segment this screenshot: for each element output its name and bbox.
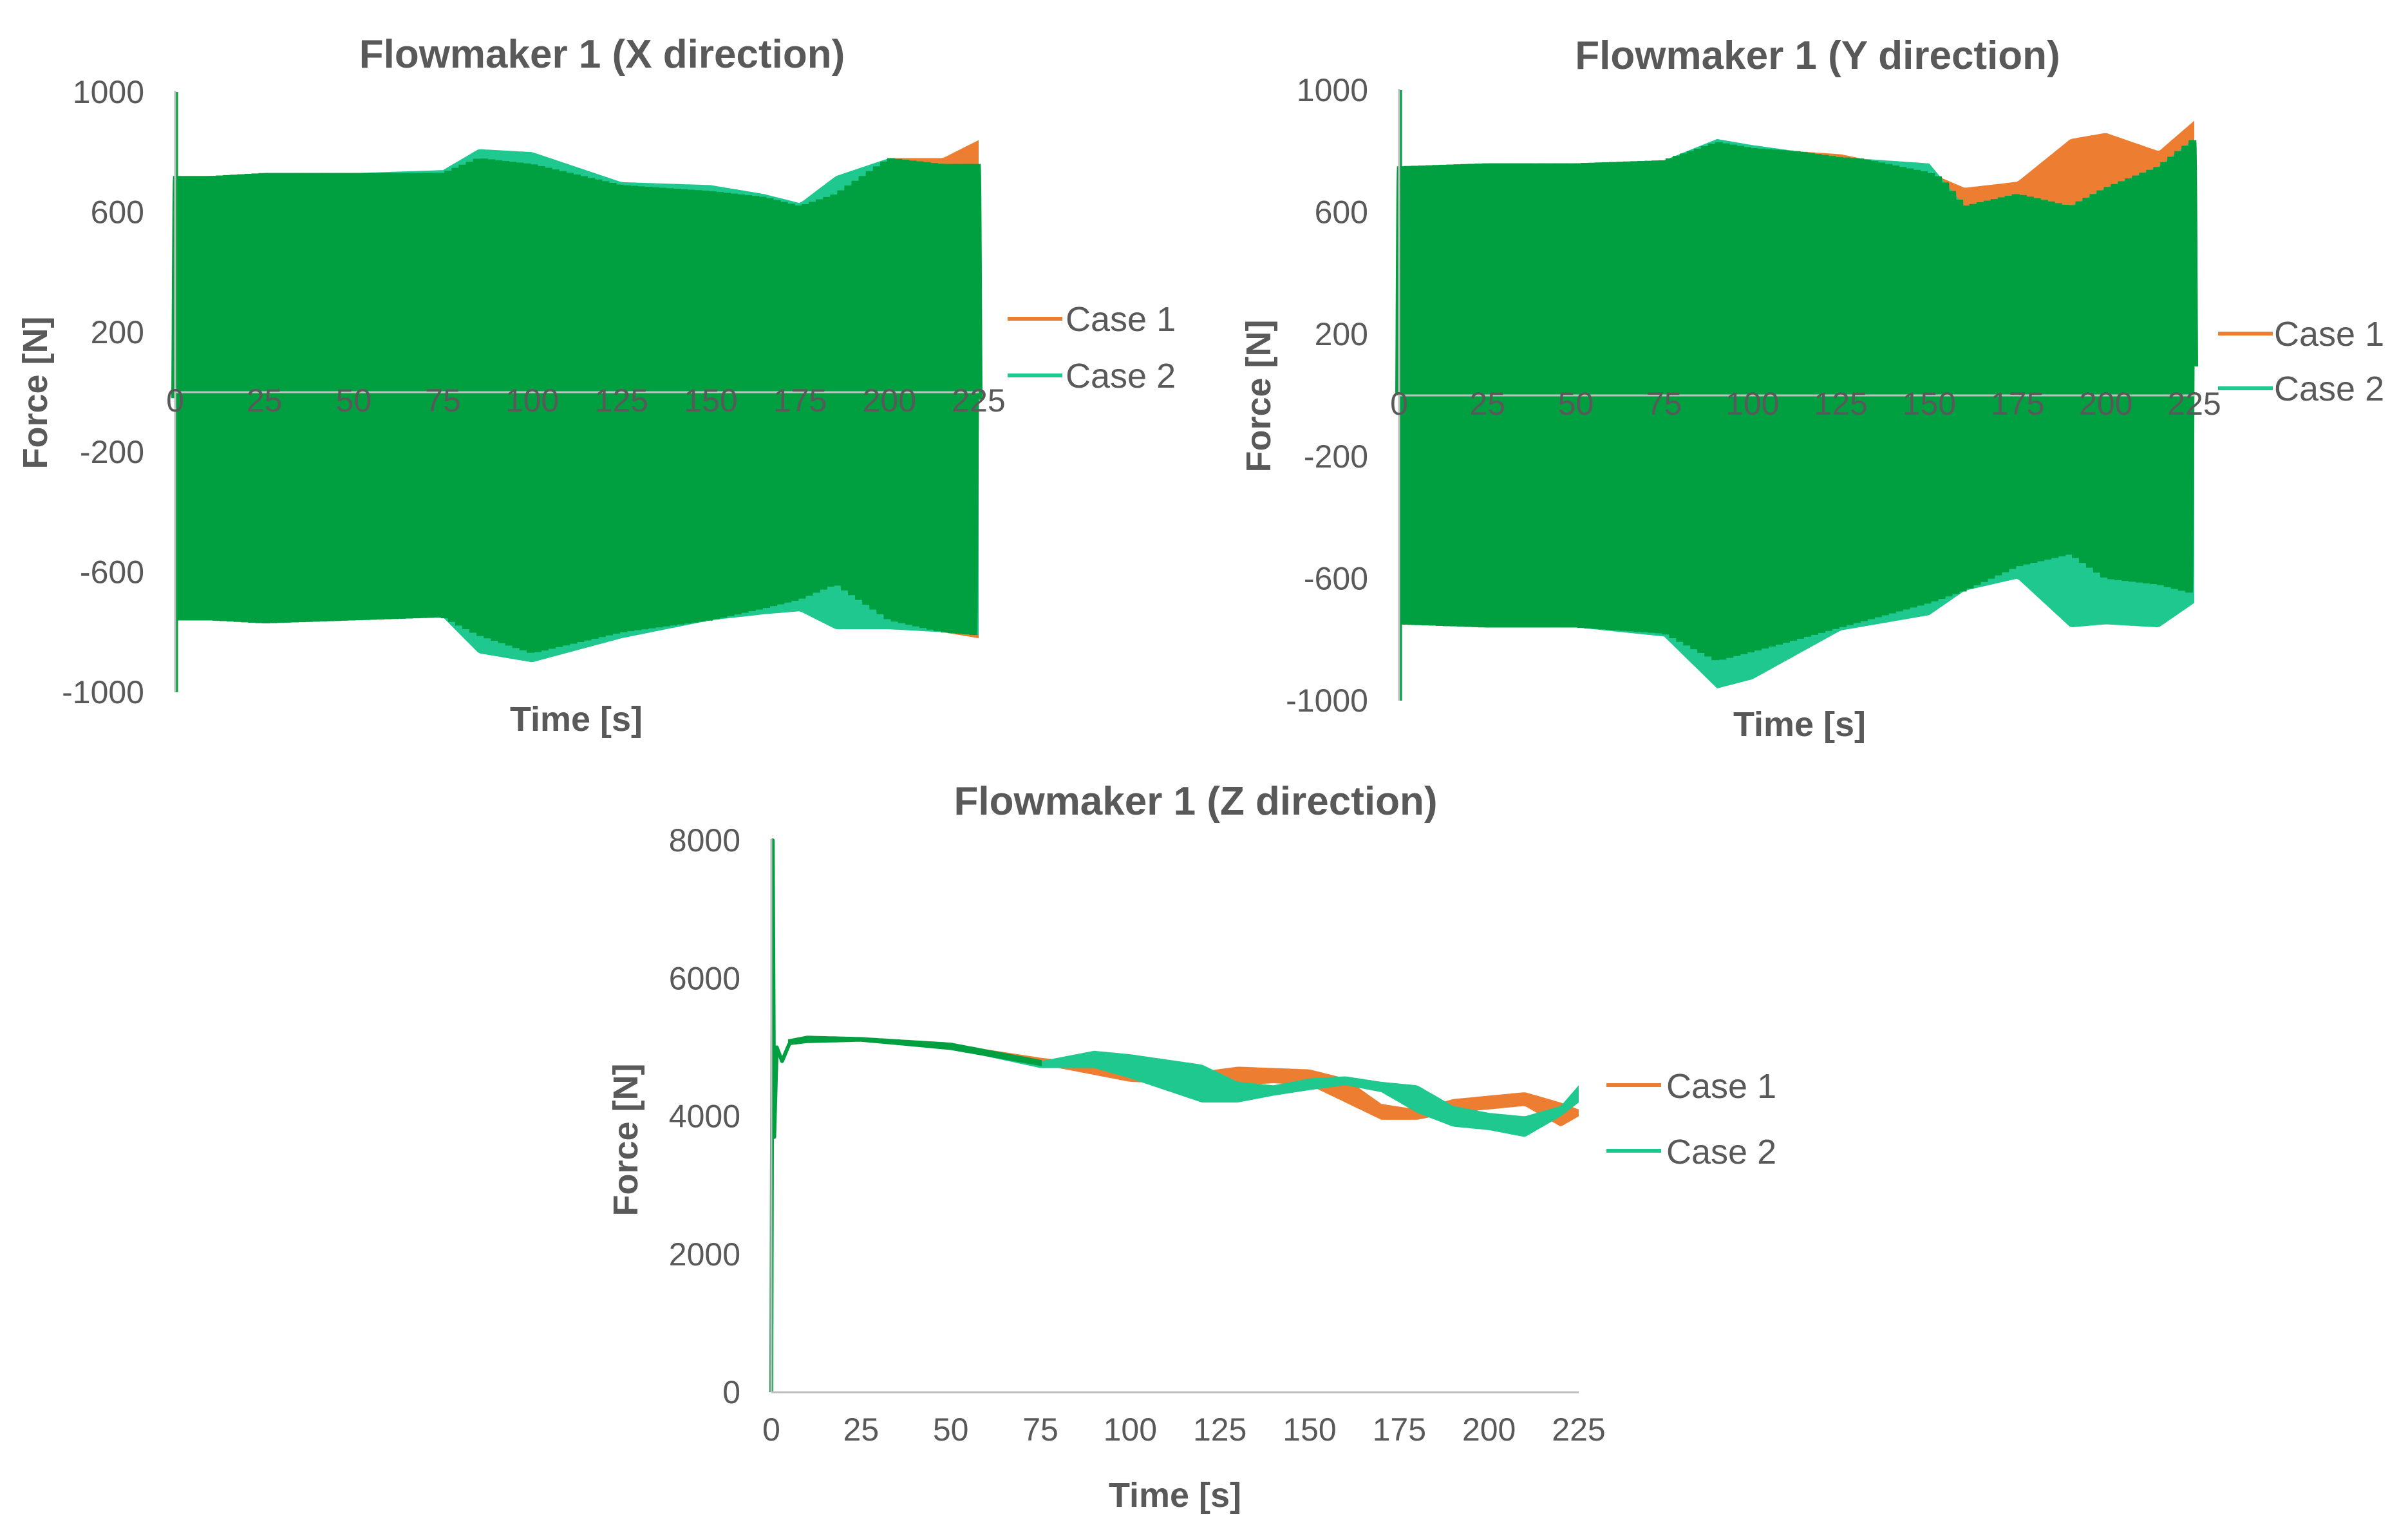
chart-y-x-tick-label: 200	[2079, 386, 2132, 422]
chart-y-y-tick-label: 200	[1315, 316, 1368, 352]
chart-x-y-tick-label: 1000	[73, 74, 144, 110]
chart-x-x-tick-label: 175	[773, 383, 827, 419]
chart-z-y-tick-label: 8000	[669, 822, 740, 858]
chart-y-x-tick-label: 100	[1726, 386, 1779, 422]
chart-x-y-tick-label: 600	[91, 194, 144, 230]
chart-z-x-tick-label: 25	[843, 1412, 879, 1448]
chart-y-legend-case1: Case 1	[2274, 315, 2384, 354]
chart-z-y-tick-label: 4000	[669, 1099, 740, 1135]
chart-y-x-tick-label: 125	[1814, 386, 1867, 422]
chart-z-plot-area	[789, 1037, 1579, 1137]
chart-x-x-tick-label: 25	[247, 383, 283, 419]
chart-z-x-tick-label: 175	[1373, 1412, 1426, 1448]
chart-y-y-tick-label: -1000	[1286, 683, 1368, 719]
chart-x-y-tick-label: -600	[80, 554, 144, 591]
chart-z-legend-case2: Case 2	[1666, 1133, 1776, 1171]
chart-x-xlabel: Time [s]	[510, 700, 643, 739]
chart-y-x-tick-label: 75	[1646, 386, 1682, 422]
chart-x-title: Flowmaker 1 (X direction)	[359, 32, 845, 77]
chart-z-title: Flowmaker 1 (Z direction)	[954, 779, 1437, 824]
chart-y-direction: Flowmaker 1 (Y direction) Force [N] Time…	[1239, 33, 2384, 744]
chart-x-x-tick-label: 200	[863, 383, 916, 419]
chart-z-xlabel: Time [s]	[1109, 1476, 1241, 1515]
chart-y-y-tick-label: -600	[1304, 560, 1368, 596]
chart-y-xlabel: Time [s]	[1733, 705, 1866, 744]
chart-x-y-tick-label: 200	[91, 314, 144, 350]
chart-z-legend-case1: Case 1	[1666, 1067, 1776, 1106]
chart-z-startup-spike	[769, 838, 791, 1393]
chart-x-x-tick-label: 75	[425, 383, 461, 419]
chart-x-x-tick-label: 0	[166, 383, 184, 419]
chart-z-x-tick-label: 50	[933, 1412, 969, 1448]
chart-z-y-tick-label: 6000	[669, 960, 740, 996]
chart-x-axes: 1000 600 200 -200 -600 -1000 0 25 50 75 100 125 150 1…	[62, 74, 1006, 710]
chart-z-x-tick-label: 0	[762, 1412, 780, 1448]
chart-z-y-tick-label: 2000	[669, 1236, 740, 1272]
chart-z-x-tick-label: 100	[1104, 1412, 1157, 1448]
chart-z-x-tick-label: 225	[1552, 1412, 1605, 1448]
chart-z-overlap-band	[787, 1036, 1042, 1066]
chart-x-x-tick-label: 150	[684, 383, 737, 419]
chart-y-x-tick-label: 225	[2167, 386, 2221, 422]
chart-y-y-tick-label: 1000	[1297, 72, 1368, 108]
chart-x-legend: Case 1 Case 2	[1008, 300, 1176, 395]
chart-x-legend-case2: Case 2	[1066, 357, 1176, 395]
chart-z-x-tick-label: 150	[1283, 1412, 1336, 1448]
chart-z-spike	[769, 838, 1042, 1393]
chart-y-x-tick-label: 0	[1390, 386, 1408, 422]
chart-z-x-tick-label: 200	[1462, 1412, 1516, 1448]
chart-x-y-tick-label: -1000	[62, 674, 144, 710]
chart-y-axes: 1000 600 200 -200 -600 -1000 0 25 50 75 100 125 150 1…	[1286, 72, 2221, 719]
chart-x-x-tick-label: 50	[336, 383, 372, 419]
chart-z-y-tick-label: 0	[722, 1374, 740, 1410]
chart-z-axes: 8000 6000 4000 2000 00 25 50 75 100 125 150 175 200 2…	[669, 822, 1606, 1448]
chart-z-x-tick-label: 75	[1022, 1412, 1058, 1448]
chart-x-y-tick-label: -200	[80, 434, 144, 470]
chart-z-x-tick-label: 125	[1193, 1412, 1246, 1448]
chart-y-legend-case2: Case 2	[2274, 370, 2384, 408]
chart-y-x-tick-label: 175	[1991, 386, 2044, 422]
chart-y-overlap-oscillation	[1395, 140, 2198, 661]
chart-y-y-tick-label: 600	[1315, 194, 1368, 231]
chart-y-x-tick-label: 50	[1558, 386, 1594, 422]
chart-z-ylabel: Force [N]	[607, 1063, 645, 1216]
chart-x-legend-case1: Case 1	[1066, 300, 1176, 339]
chart-y-legend: Case 1 Case 2	[2218, 315, 2384, 408]
chart-x-direction: Flowmaker 1 (X direction) Force [N] Time…	[16, 32, 1176, 739]
chart-x-overlap-oscillation	[171, 158, 983, 653]
chart-z-series-2-band	[789, 1037, 1579, 1137]
chart-x-x-tick-label: 225	[952, 383, 1005, 419]
chart-x-x-tick-label: 125	[595, 383, 648, 419]
chart-z-legend: Case 1 Case 2	[1606, 1067, 1776, 1171]
chart-y-y-tick-label: -200	[1304, 439, 1368, 475]
chart-y-ylabel: Force [N]	[1239, 319, 1278, 472]
chart-y-x-tick-label: 150	[1903, 386, 1956, 422]
chart-x-x-tick-label: 100	[505, 383, 559, 419]
chart-y-x-tick-label: 25	[1469, 386, 1505, 422]
chart-x-ylabel: Force [N]	[16, 316, 55, 469]
chart-y-title: Flowmaker 1 (Y direction)	[1575, 33, 2060, 78]
chart-z-direction: Flowmaker 1 (Z direction) Force [N] Time…	[607, 779, 1776, 1515]
